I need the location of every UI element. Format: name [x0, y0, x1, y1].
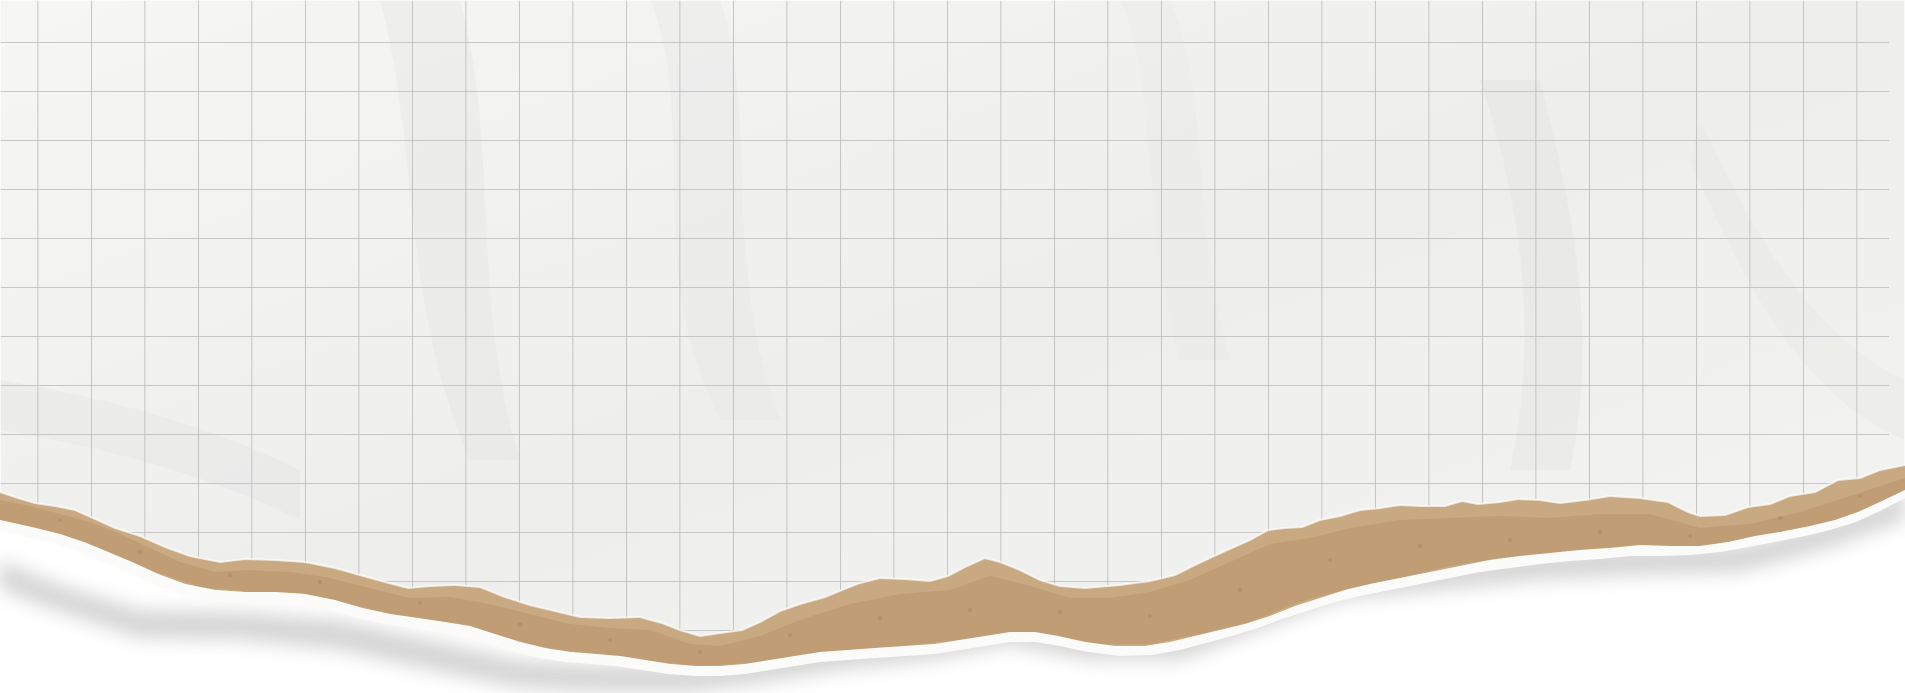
torn-paper-fringe — [0, 490, 1905, 676]
torn-edge-fiber — [0, 462, 1905, 666]
paper-shadow — [0, 490, 1905, 692]
fiber-speckles — [58, 494, 1862, 655]
